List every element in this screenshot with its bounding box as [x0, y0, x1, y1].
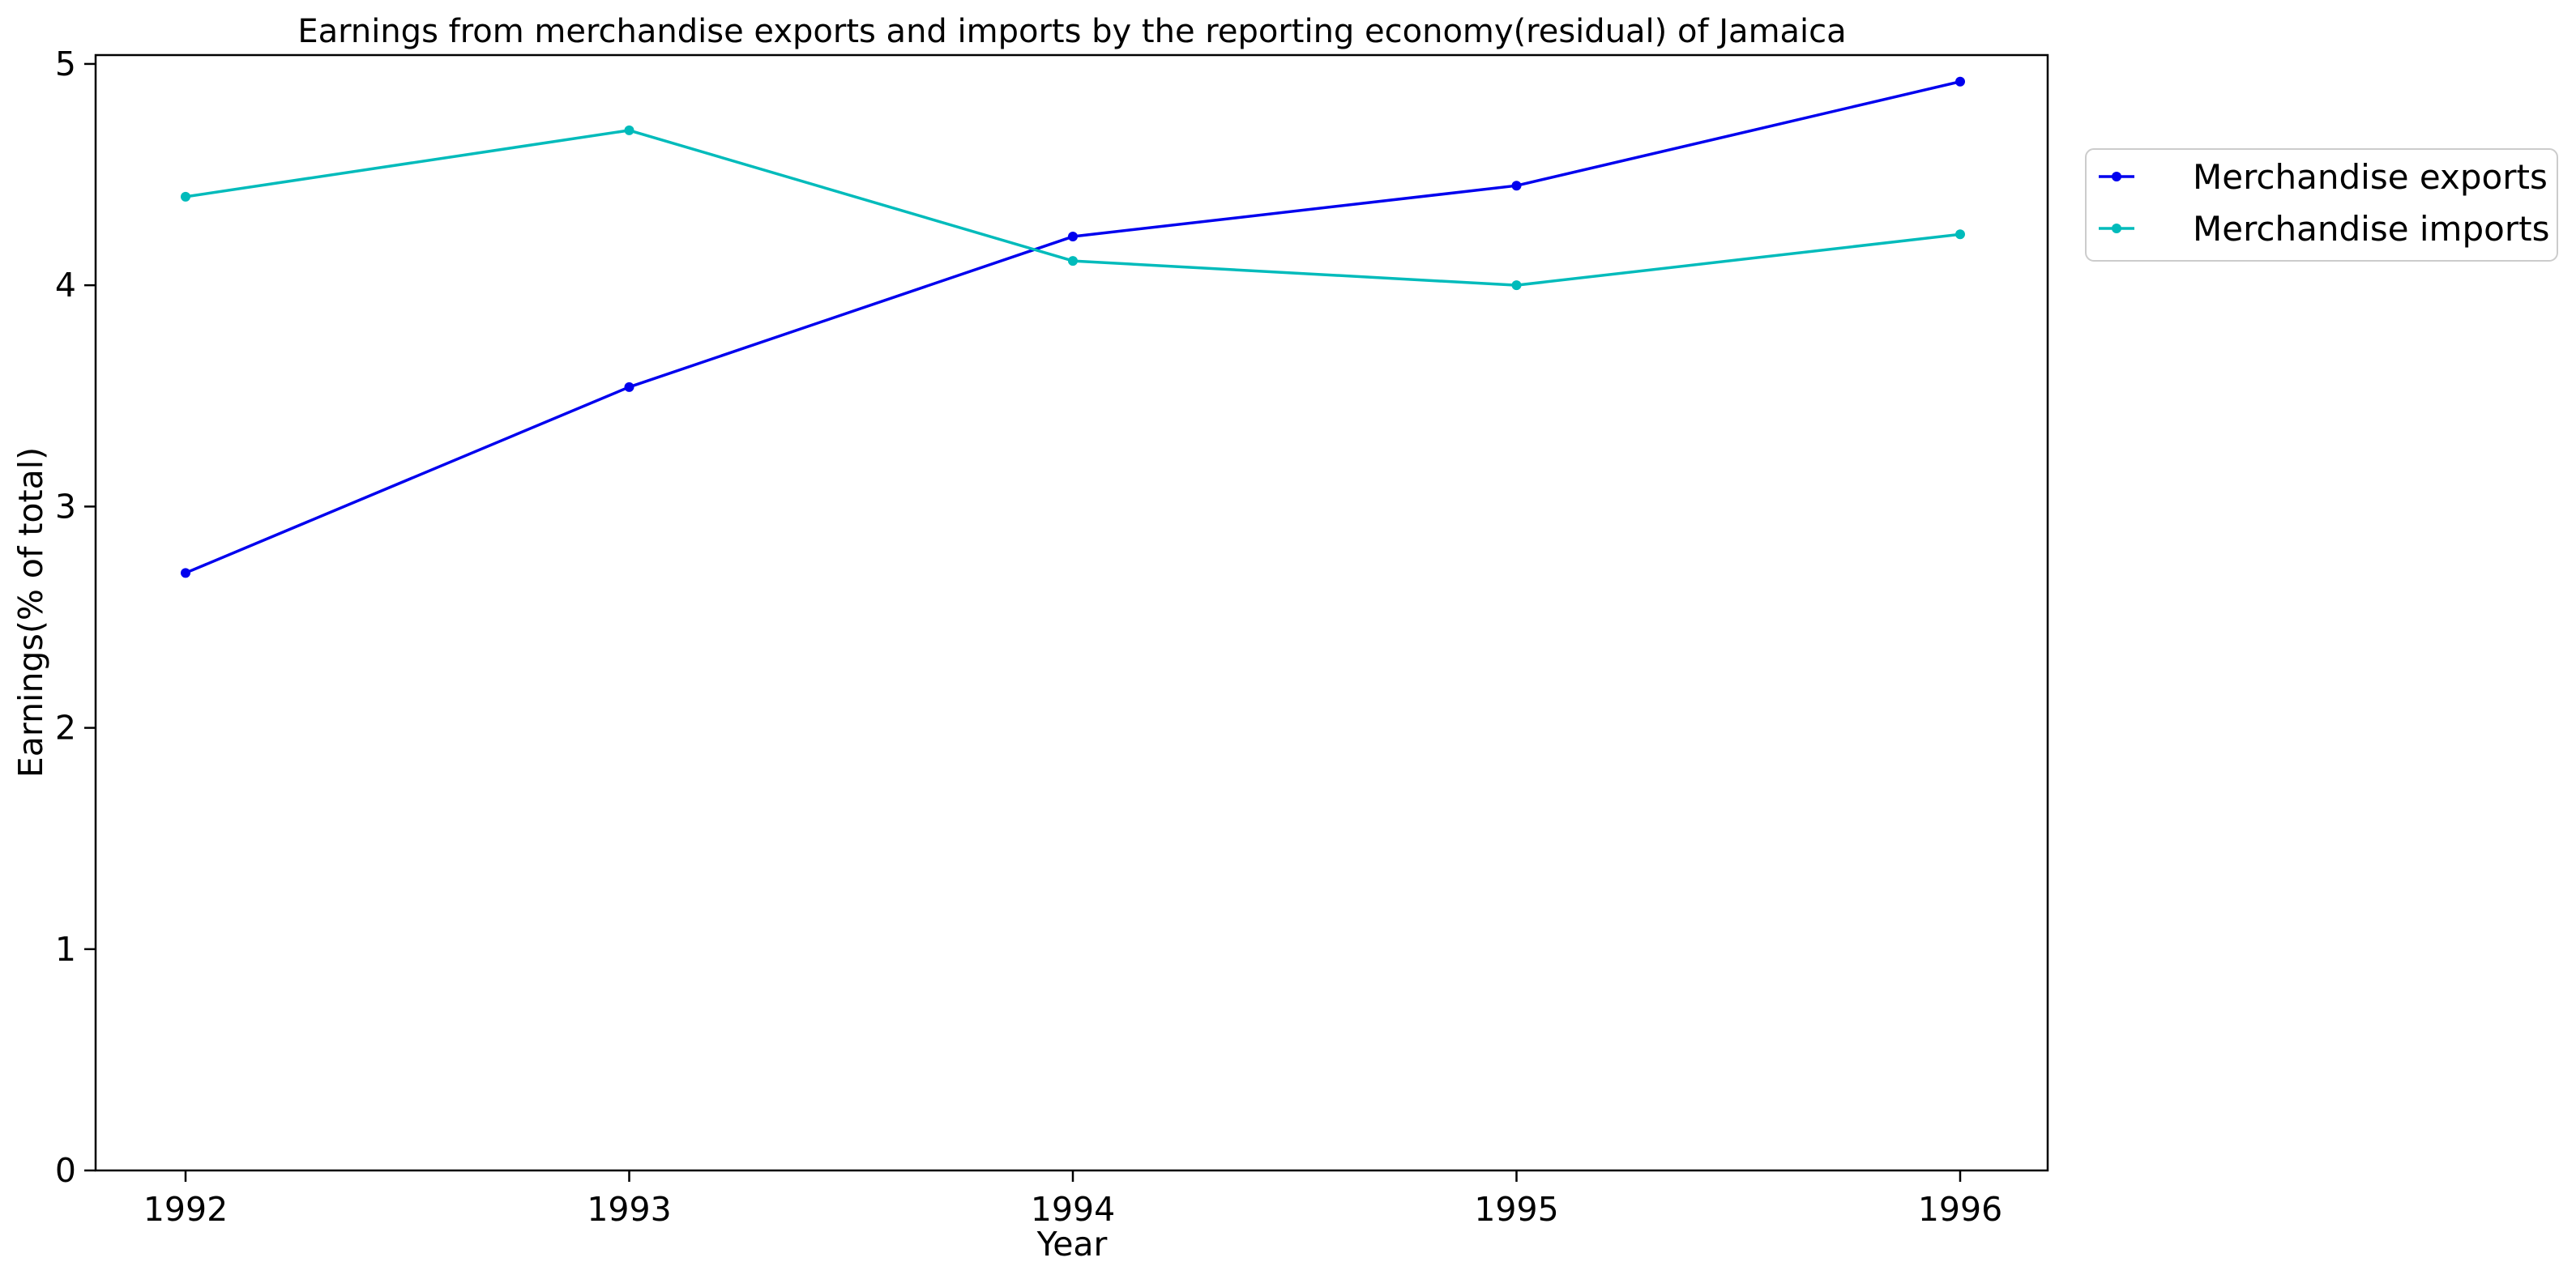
data-point — [1955, 229, 1965, 240]
x-tick-label: 1994 — [1031, 1190, 1115, 1229]
data-point — [1511, 181, 1522, 191]
x-axis-label: Year — [1036, 1225, 1108, 1264]
series-layer — [181, 76, 1965, 578]
y-axis-label: Earnings(% of total) — [11, 447, 50, 778]
legend-box — [2085, 148, 2558, 262]
y-tick-label: 4 — [55, 266, 76, 305]
data-point — [181, 191, 190, 202]
y-tick-label: 2 — [55, 709, 76, 748]
plot-frame — [94, 53, 2049, 1172]
y-tick-label: 0 — [55, 1151, 76, 1190]
x-tick-label: 1993 — [587, 1190, 671, 1229]
data-point — [1955, 76, 1965, 87]
data-point — [624, 125, 634, 135]
y-tick-label: 5 — [55, 45, 76, 83]
legend-label: Merchandise exports — [2193, 157, 2548, 197]
x-axis: 1992 1993 1994 1995 1996 — [143, 1170, 2002, 1229]
x-tick-label: 1996 — [1918, 1190, 2002, 1229]
data-point — [181, 568, 190, 578]
y-tick-label: 1 — [55, 930, 76, 969]
legend-marker — [2112, 172, 2121, 181]
y-axis: 0 1 2 3 4 5 — [55, 45, 96, 1190]
data-point — [1068, 256, 1078, 266]
legend-marker — [2112, 224, 2121, 233]
chart-title: Earnings from merchandise exports and im… — [297, 13, 1846, 50]
data-point — [1068, 232, 1078, 242]
x-tick-label: 1995 — [1474, 1190, 1558, 1229]
legend: Merchandise exports Merchandise imports — [2085, 148, 2558, 262]
series-line-exports — [185, 80, 1961, 574]
data-point — [1511, 280, 1522, 291]
x-tick-label: 1992 — [143, 1190, 228, 1229]
data-point — [624, 382, 634, 392]
y-tick-label: 3 — [55, 487, 76, 526]
legend-label: Merchandise imports — [2193, 209, 2549, 249]
